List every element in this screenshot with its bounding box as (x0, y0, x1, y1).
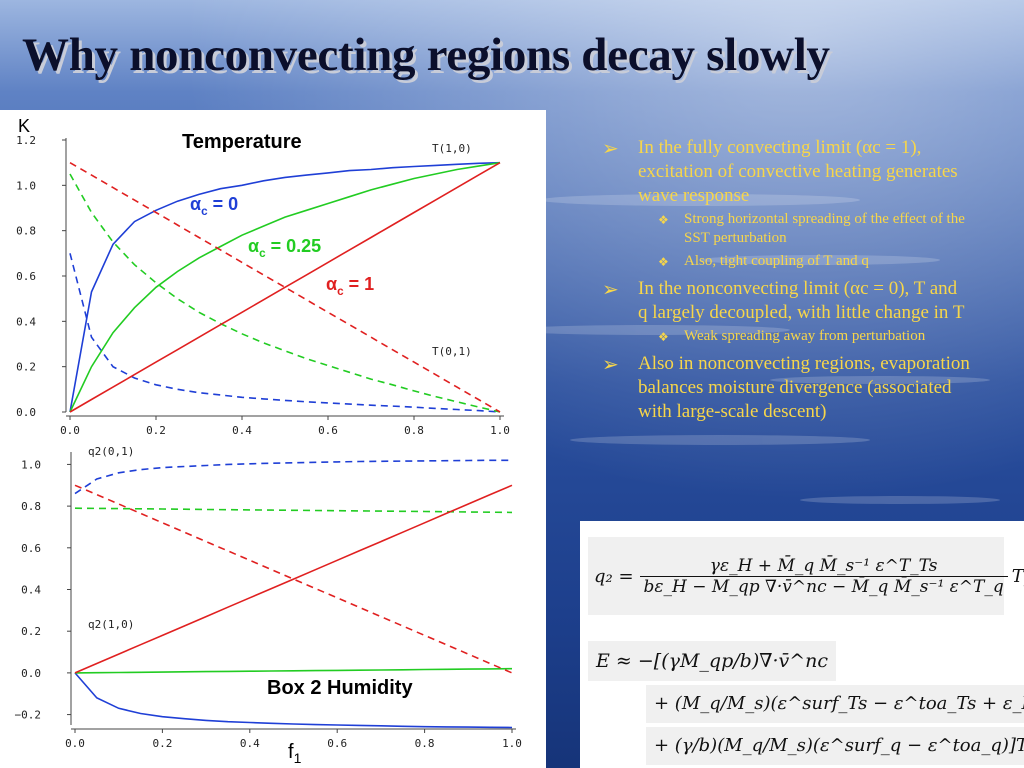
series-line-alpha-1-dashed (74, 484, 513, 674)
subbullet-1-1: ❖ Strong horizontal spreading of the effe… (638, 210, 970, 248)
formula-panel: q₂ = γε_H + M̄_q M̄_s⁻¹ ε^T_Ts bε_H − M_… (580, 521, 1024, 768)
bullet-list: ➢ In the fully convecting limit (αc = 1)… (600, 136, 970, 428)
diamond-bullet-icon: ❖ (658, 213, 669, 227)
end-label-t01: T(0,1) (432, 345, 472, 358)
chart-title-humidity: Box 2 Humidity (267, 677, 413, 699)
q2-denominator: bε_H − M_qp ∇·v̄^nc − M̄_q M̄_s⁻¹ ε^T_q (643, 576, 1004, 597)
y-tick-label: −0.2 (15, 709, 42, 722)
q2-formula: q₂ = γε_H + M̄_q M̄_s⁻¹ ε^T_Ts bε_H − M_… (588, 537, 1024, 615)
x-tick-label: 1.0 (490, 424, 510, 437)
bullet-2: ➢ In the nonconvecting limit (αc = 0), T… (600, 277, 970, 346)
y-tick-label: 0.8 (16, 225, 36, 238)
bullet-1: ➢ In the fully convecting limit (αc = 1)… (600, 136, 970, 271)
series-line-alpha-0-dashed (69, 253, 501, 413)
e-formula-line-3: + (γ/b)(M_q/M_s)(ε^surf_q − ε^toa_q)]T_s… (646, 727, 1024, 765)
series-line-alpha-0-dashed (74, 459, 512, 495)
slide-title: Why nonconvecting regions decay slowly (22, 29, 830, 81)
y-tick-label: 0.6 (21, 542, 41, 555)
y-tick-label: 1.0 (21, 458, 41, 471)
annotation-alpha-0: αc = 0 (190, 194, 238, 218)
x-tick-label: 0.8 (404, 424, 424, 437)
series-line-alpha-1-solid (69, 162, 501, 413)
y-tick-label: 0.4 (21, 584, 41, 597)
series-line-alpha-0-25-dashed (69, 173, 501, 413)
subbullet-1-2-text: Also, tight coupling of T and q (684, 253, 869, 269)
series-line-alpha-0-25-solid (74, 667, 513, 674)
y-tick-label: 0.4 (16, 315, 36, 328)
arrow-bullet-icon: ➢ (602, 277, 619, 301)
charts-svg: 0.0 0.2 0.4 0.6 0.8 1.0 0.0 0.2 0.4 0.6 0.8 1.0 1.2 T… (15, 116, 522, 766)
chart-title-temperature: Temperature (182, 131, 302, 153)
y-tick-label: 0.0 (16, 406, 36, 419)
x-tick-label: 0.6 (318, 424, 338, 437)
x-tick-label: 0.0 (60, 424, 80, 437)
annotation-alpha-0-25: αc = 0.25 (248, 236, 321, 260)
end-label-t10: T(1,0) (432, 142, 472, 155)
x-tick-label: 1.0 (502, 737, 522, 750)
x-tick-label: 0.0 (65, 737, 85, 750)
series-line-alpha-1-solid (74, 484, 513, 674)
y-tick-label: 0.2 (16, 361, 36, 374)
q2-fraction: γε_H + M̄_q M̄_s⁻¹ ε^T_Ts bε_H − M_qp ∇·… (639, 556, 1008, 597)
y-tick-label: 1.0 (16, 179, 36, 192)
subbullet-1-2: ❖ Also, tight coupling of T and q (638, 252, 970, 271)
q2-numerator: γε_H + M̄_q M̄_s⁻¹ ε^T_Ts (639, 556, 1008, 577)
chart-panel: 0.0 0.2 0.4 0.6 0.8 1.0 0.0 0.2 0.4 0.6 0.8 1.0 1.2 T… (0, 110, 546, 768)
bullet-2-text: In the nonconvecting limit (αc = 0), T a… (638, 278, 965, 323)
q2-lhs: q₂ = (594, 565, 634, 587)
x-tick-label: 0.2 (152, 737, 172, 750)
bullet-1-text: In the fully convecting limit (αc = 1), … (638, 137, 958, 206)
y-tick-label: 0.8 (21, 500, 41, 513)
y-tick-label: 0.0 (21, 667, 41, 680)
series-line-alpha-0-25-solid (69, 161, 501, 413)
series-line-alpha-0-solid (69, 161, 501, 413)
y-axis-label-k: K (18, 116, 30, 136)
bullet-3-text: Also in nonconvecting regions, evaporati… (638, 353, 970, 422)
x-tick-label: 0.4 (232, 424, 252, 437)
series-line-alpha-1-dashed (69, 162, 501, 413)
subbullet-1-1-text: Strong horizontal spreading of the effec… (684, 211, 965, 246)
e-formula-line-2: + (M_q/M_s)(ε^surf_Ts − ε^toa_Ts + ε_H) (646, 685, 1024, 723)
x-axis-label-f1: f1 (288, 741, 302, 766)
end-label-q10: q2(1,0) (88, 618, 134, 631)
series-line-alpha-0-solid (74, 672, 513, 729)
series-line-alpha-0-25-dashed (74, 507, 513, 514)
y-tick-label: 0.2 (21, 625, 41, 638)
bullet-3: ➢ Also in nonconvecting regions, evapora… (600, 352, 970, 424)
arrow-bullet-icon: ➢ (602, 352, 619, 376)
e-formula-line-1: E ≈ −[(γM_qp/b)∇·v̄^nc (588, 641, 837, 681)
y-tick-label: 0.6 (16, 270, 36, 283)
diamond-bullet-icon: ❖ (658, 255, 669, 269)
annotation-alpha-1: αc = 1 (326, 274, 374, 298)
diamond-bullet-icon: ❖ (658, 330, 669, 344)
arrow-bullet-icon: ➢ (602, 136, 619, 160)
subbullet-2-1-text: Weak spreading away from perturbation (684, 328, 926, 344)
q2-rhs: T_s2 (1011, 565, 1024, 587)
subbullet-2-1: ❖ Weak spreading away from perturbation (638, 327, 970, 346)
y-tick-label: 1.2 (16, 134, 36, 147)
x-tick-label: 0.6 (327, 737, 347, 750)
x-tick-label: 0.4 (240, 737, 260, 750)
x-tick-label: 0.8 (415, 737, 435, 750)
end-label-q01: q2(0,1) (88, 445, 134, 458)
x-tick-label: 0.2 (146, 424, 166, 437)
